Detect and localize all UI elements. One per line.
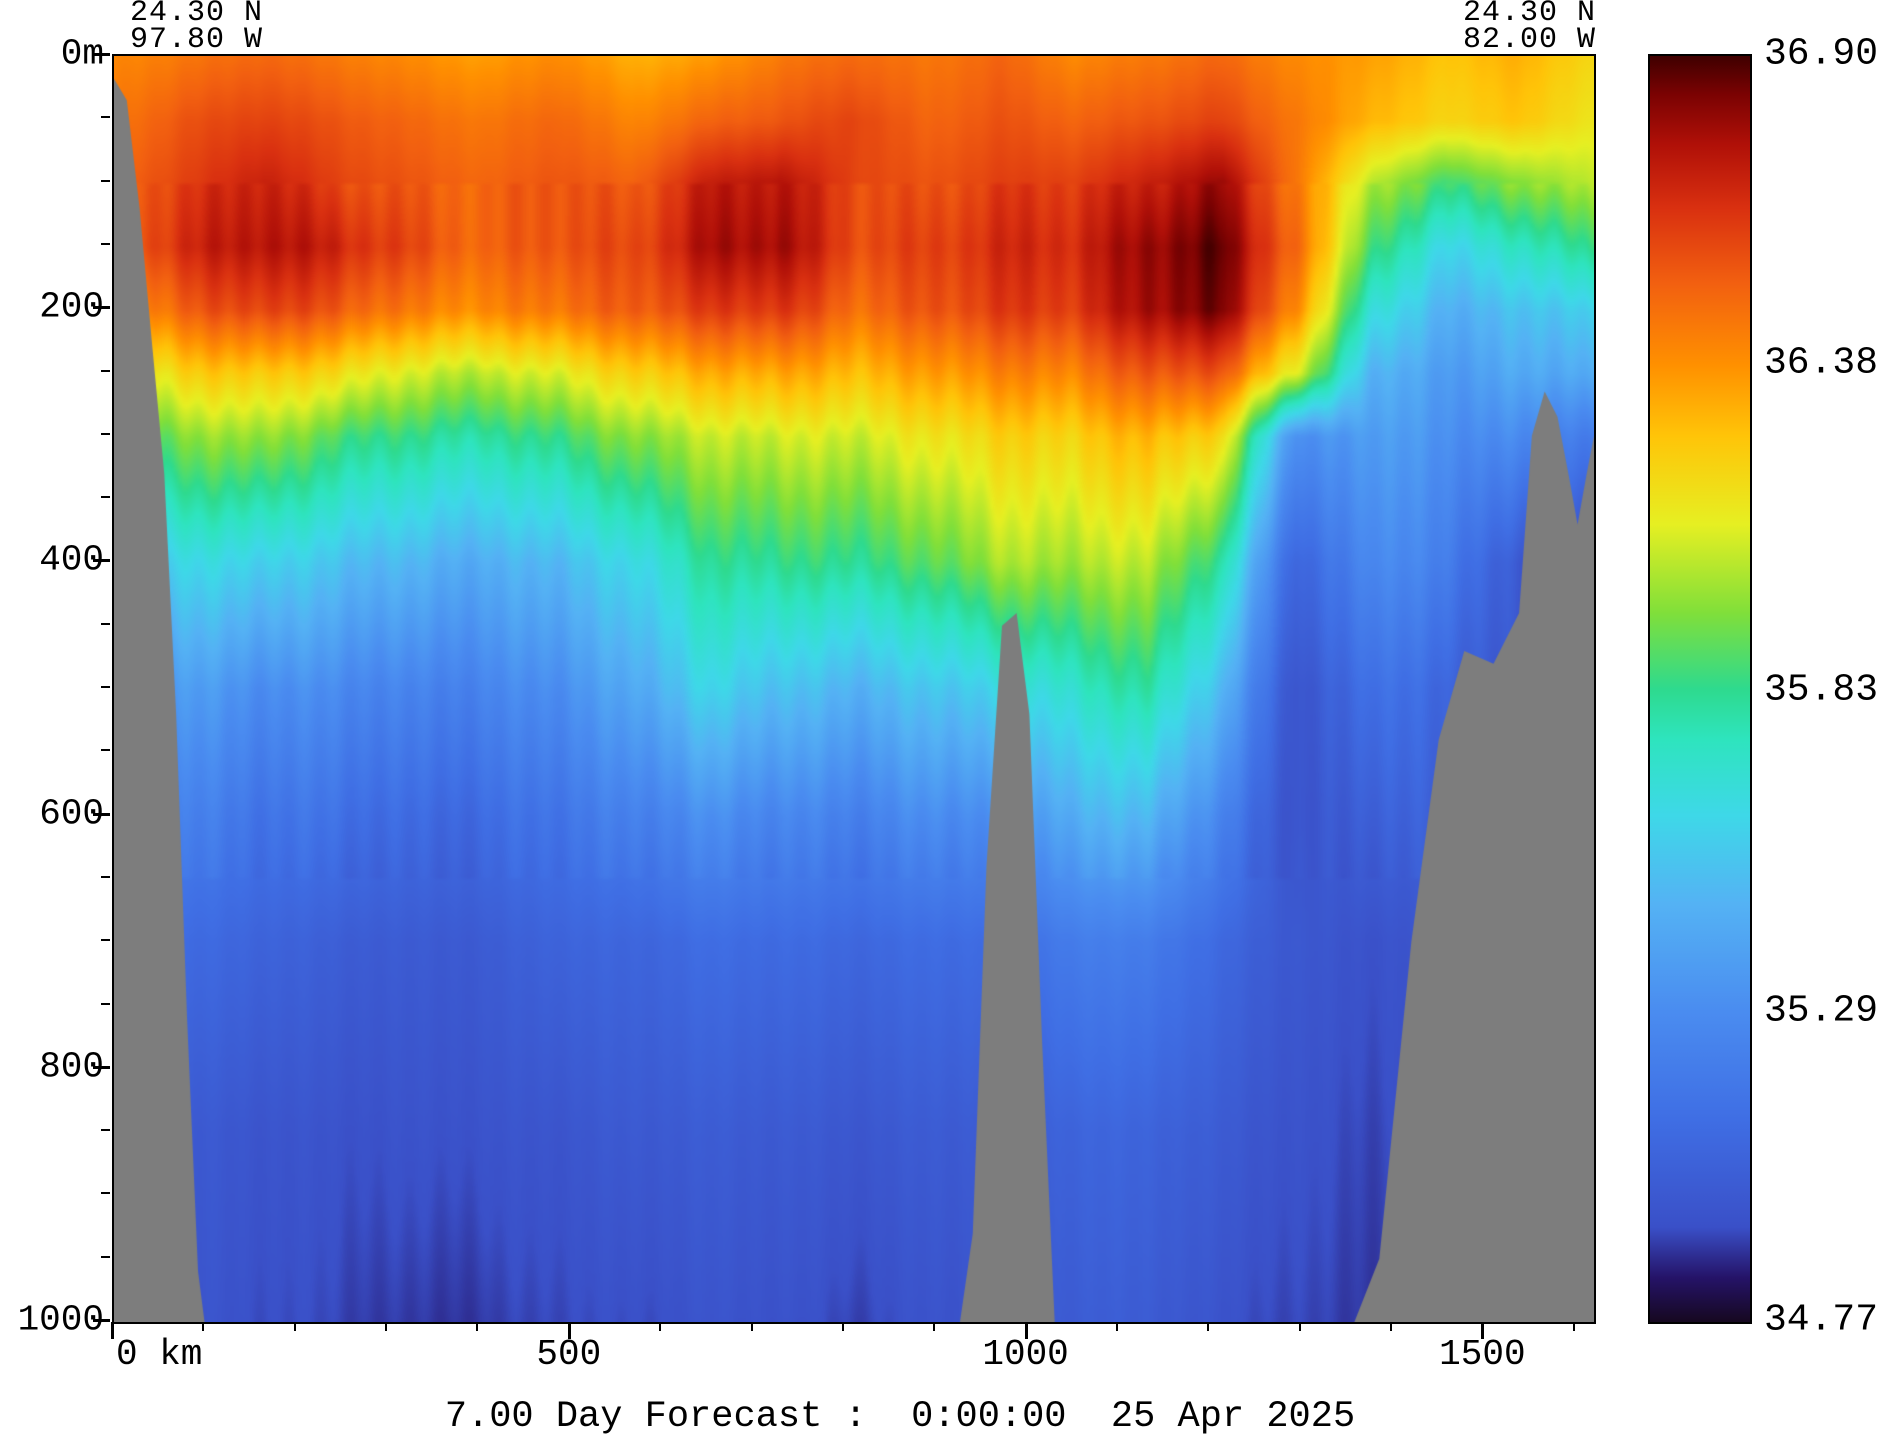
cross-section-plot-area: [112, 54, 1596, 1324]
x-axis-major-tick: [111, 1322, 114, 1339]
y-axis-major-tick: [93, 559, 110, 563]
y-axis-minor-tick: [101, 1129, 110, 1132]
x-axis-minor-tick: [476, 1322, 479, 1331]
colorbar-tick-label: 36.38: [1764, 341, 1879, 385]
y-axis-minor-tick: [101, 116, 110, 119]
section-end-longitude: 82.00 W: [1462, 23, 1596, 57]
section-start-longitude: 97.80 W: [130, 23, 264, 57]
y-axis-major-tick: [93, 1319, 110, 1322]
x-axis-minor-tick: [841, 1322, 844, 1331]
section-end-coordinates: 24.30 N 82.00 W: [1462, 0, 1596, 57]
x-axis-major-tick: [567, 1322, 571, 1339]
x-axis-minor-tick: [293, 1322, 296, 1331]
x-axis-major-tick: [1481, 1322, 1485, 1339]
x-axis-tick-label: 0 km: [116, 1334, 203, 1375]
y-axis-minor-tick: [101, 179, 110, 182]
x-axis-tick-label: 1500: [1439, 1334, 1526, 1375]
y-axis-tick-label: 800: [39, 1046, 104, 1088]
y-axis-minor-tick: [101, 875, 110, 878]
x-axis-minor-tick: [1115, 1322, 1118, 1331]
y-axis-minor-tick: [101, 369, 110, 372]
y-axis-tick-label: 0m: [60, 33, 104, 75]
colorbar-tick-label: 35.29: [1764, 989, 1879, 1033]
y-axis-major-tick: [93, 1065, 110, 1069]
x-axis-minor-tick: [202, 1322, 205, 1331]
y-axis-tick-label: 400: [39, 539, 104, 581]
x-axis-minor-tick: [659, 1322, 662, 1331]
y-axis-minor-tick: [101, 432, 110, 435]
y-axis-minor-tick: [101, 749, 110, 752]
y-axis-minor-tick: [101, 1192, 110, 1195]
x-axis-minor-tick: [933, 1322, 936, 1331]
y-axis-major-tick: [93, 812, 110, 816]
forecast-caption: 7.00 Day Forecast : 0:00:00 25 Apr 2025: [444, 1396, 1356, 1438]
y-axis-tick-label: 200: [39, 286, 104, 328]
y-axis-minor-tick: [101, 242, 110, 245]
x-axis-minor-tick: [385, 1322, 388, 1331]
y-axis-minor-tick: [101, 1255, 110, 1258]
x-axis-minor-tick: [1390, 1322, 1392, 1331]
value-colorbar: [1648, 54, 1752, 1324]
colorbar-tick-label: 35.83: [1764, 668, 1879, 712]
colorbar-tick-label: 36.90: [1764, 32, 1879, 76]
y-axis-major-tick: [93, 306, 110, 310]
y-axis-tick-label: 600: [39, 793, 104, 835]
x-axis-minor-tick: [750, 1322, 753, 1331]
y-axis-minor-tick: [101, 1002, 110, 1005]
y-axis-tick-label: 1000: [17, 1299, 104, 1341]
section-start-latitude: 24.30 N: [130, 0, 264, 30]
y-axis-minor-tick: [101, 622, 110, 625]
x-axis-tick-label: 500: [536, 1334, 602, 1375]
x-axis-major-tick: [1024, 1322, 1028, 1339]
x-axis-minor-tick: [1207, 1322, 1210, 1331]
x-axis-minor-tick: [1572, 1322, 1575, 1331]
colorbar-tick-label: 34.77: [1764, 1298, 1879, 1342]
y-axis-minor-tick: [101, 939, 110, 942]
y-axis-minor-tick: [101, 496, 110, 499]
section-end-latitude: 24.30 N: [1462, 0, 1596, 30]
x-axis-minor-tick: [1298, 1322, 1301, 1331]
x-axis-tick-label: 1000: [982, 1334, 1069, 1375]
cross-section-heatmap-canvas: [114, 56, 1594, 1322]
section-start-coordinates: 24.30 N 97.80 W: [130, 0, 264, 57]
y-axis-minor-tick: [101, 686, 110, 688]
y-axis-major-tick: [93, 53, 110, 56]
